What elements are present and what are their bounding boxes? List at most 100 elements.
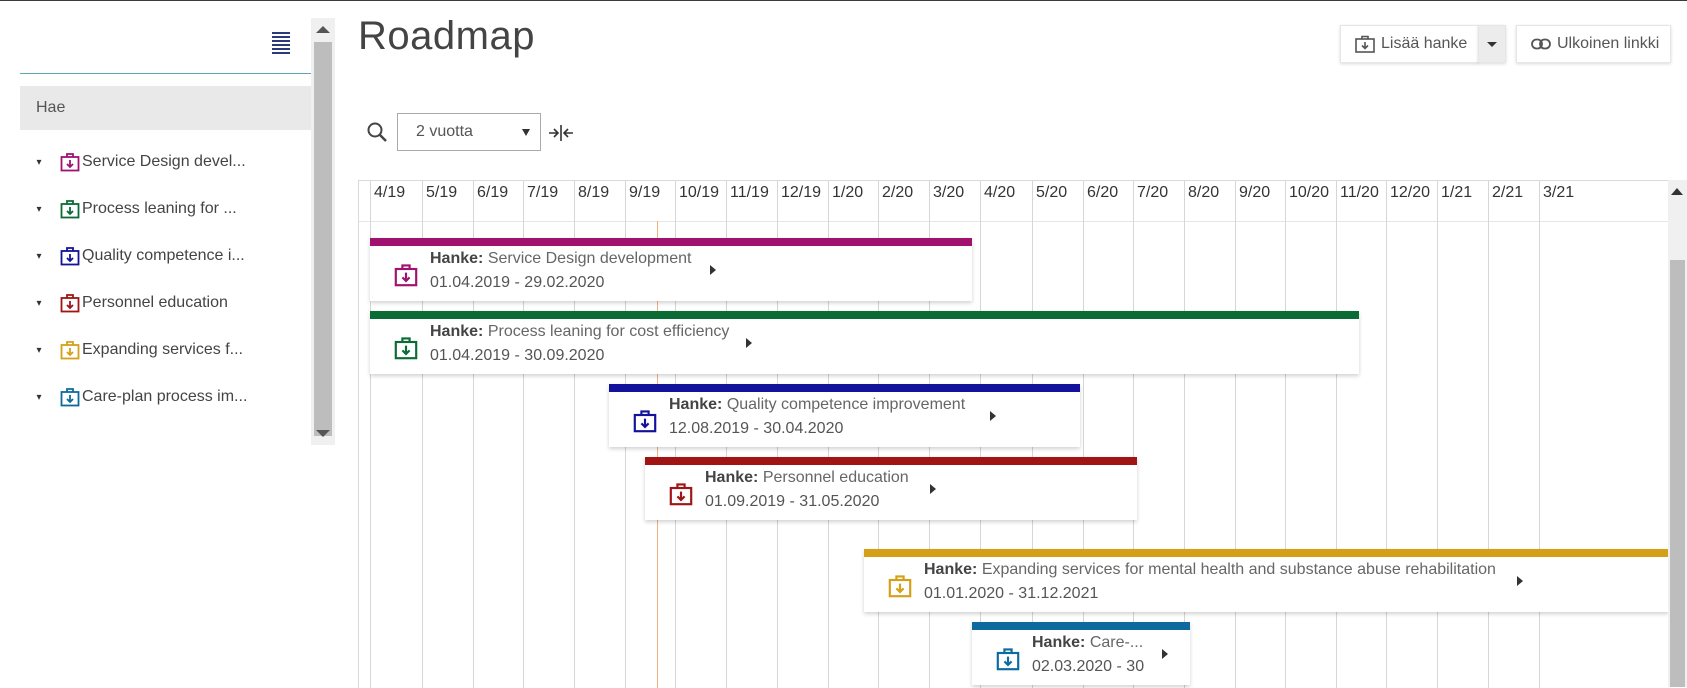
project-briefcase-icon	[996, 648, 1020, 671]
project-prefix: Hanke:	[705, 469, 759, 486]
tree-item-label: Quality competence i...	[82, 247, 245, 264]
project-prefix: Hanke:	[430, 323, 484, 340]
project-card-text: Hanke: Service Design development 01.04.2…	[430, 247, 962, 295]
month-gridline	[1488, 181, 1489, 688]
project-card[interactable]: Hanke: Care-... 02.03.2020 - 30	[972, 622, 1190, 685]
search-input[interactable]	[20, 86, 311, 130]
today-marker	[657, 221, 658, 688]
dropdown-arrow-icon	[522, 129, 530, 136]
scrollbar-thumb[interactable]	[1670, 260, 1685, 687]
month-gridline	[1083, 181, 1084, 688]
scroll-down-arrow-icon[interactable]	[316, 430, 330, 437]
month-gridline	[1184, 181, 1185, 688]
tree-item-label: Care-plan process im...	[82, 388, 248, 405]
fit-to-screen-icon[interactable]	[548, 124, 574, 142]
link-icon	[1531, 38, 1551, 50]
tree-item-label: Service Design devel...	[82, 153, 246, 170]
external-link-button[interactable]: Ulkoinen linkki	[1516, 25, 1671, 63]
project-card[interactable]: Hanke: Process leaning for cost efficien…	[370, 311, 1359, 374]
tree-item[interactable]: ▾ Process leaning for ...	[28, 195, 308, 223]
timeline-header	[359, 181, 1669, 222]
briefcase-download-icon	[1355, 35, 1375, 53]
project-briefcase-icon	[60, 247, 80, 266]
expand-caret-icon[interactable]: ▾	[36, 250, 42, 262]
time-range-select[interactable]: 2 vuotta	[397, 113, 541, 151]
expand-arrow-icon[interactable]	[930, 484, 936, 494]
month-label: 6/19	[477, 184, 509, 201]
tree-item[interactable]: ▾ Expanding services f...	[28, 336, 308, 364]
project-name: Service Design development	[487, 250, 692, 267]
project-briefcase-icon	[60, 388, 80, 407]
month-label: 5/19	[426, 184, 458, 201]
add-project-button[interactable]: Lisää hanke	[1340, 25, 1479, 63]
project-briefcase-icon	[60, 341, 80, 360]
expand-caret-icon[interactable]: ▾	[36, 297, 42, 309]
project-card[interactable]: Hanke: Quality competence improvement 12.…	[609, 384, 1080, 447]
month-label: 4/19	[374, 184, 406, 201]
tree-item[interactable]: ▾ Service Design devel...	[28, 148, 308, 176]
scroll-up-arrow-icon[interactable]	[1671, 188, 1683, 195]
tree-item-label: Personnel education	[82, 294, 228, 311]
search-icon[interactable]	[366, 121, 388, 143]
add-project-dropdown-button[interactable]	[1478, 25, 1506, 63]
project-dates: 12.08.2019 - 30.04.2020	[669, 420, 844, 437]
roadmap-timeline: 4/19 5/19 6/19 7/19 8/19 9/19 10/19 11/19 12/19 1…	[358, 180, 1669, 688]
project-name: Personnel education	[762, 469, 909, 486]
project-color-bar	[864, 549, 1669, 557]
scrollbar-thumb[interactable]	[314, 42, 332, 436]
project-dates: 01.04.2019 - 30.09.2020	[430, 347, 605, 364]
expand-caret-icon[interactable]: ▾	[36, 203, 42, 215]
month-label: 6/20	[1087, 184, 1119, 201]
expand-arrow-icon[interactable]	[990, 411, 996, 421]
project-color-bar	[609, 384, 1080, 392]
tree-item[interactable]: ▾ Quality competence i...	[28, 242, 308, 270]
sidebar-divider	[20, 73, 311, 74]
month-gridline	[1336, 181, 1337, 688]
sidebar-scrollbar[interactable]	[311, 18, 335, 445]
month-label: 3/20	[933, 184, 965, 201]
chevron-down-icon	[1487, 41, 1497, 47]
project-color-bar	[370, 311, 1359, 319]
month-gridline	[1386, 181, 1387, 688]
expand-caret-icon[interactable]: ▾	[36, 156, 42, 168]
timeline-scrollbar[interactable]	[1668, 180, 1687, 687]
project-dates: 01.01.2020 - 31.12.2021	[924, 585, 1099, 602]
month-gridline	[1437, 181, 1438, 688]
project-card[interactable]: Hanke: Service Design development 01.04.2…	[370, 238, 972, 301]
expand-caret-icon[interactable]: ▾	[36, 344, 42, 356]
expand-caret-icon[interactable]: ▾	[36, 391, 42, 403]
expand-arrow-icon[interactable]	[1162, 649, 1168, 659]
tree-item[interactable]: ▾ Care-plan process im...	[28, 383, 308, 411]
tree-item-label: Expanding services f...	[82, 341, 243, 358]
project-dates: 01.04.2019 - 29.02.2020	[430, 274, 605, 291]
add-project-label: Lisää hanke	[1381, 35, 1468, 52]
project-card-text: Hanke: Care-... 02.03.2020 - 30	[1032, 631, 1180, 679]
month-label: 9/20	[1239, 184, 1271, 201]
expand-arrow-icon[interactable]	[1517, 576, 1523, 586]
list-view-icon[interactable]	[272, 32, 294, 54]
month-gridline	[473, 181, 474, 688]
project-name: Quality competence improvement	[726, 396, 966, 413]
tree-item-label: Process leaning for ...	[82, 200, 237, 217]
project-color-bar	[645, 457, 1137, 465]
month-gridline	[1133, 181, 1134, 688]
project-briefcase-icon	[888, 575, 912, 598]
month-gridline	[1539, 181, 1540, 688]
expand-arrow-icon[interactable]	[710, 265, 716, 275]
tree-item[interactable]: ▾ Personnel education	[28, 289, 308, 317]
scroll-up-arrow-icon[interactable]	[316, 26, 330, 33]
project-card[interactable]: Hanke: Expanding services for mental hea…	[864, 549, 1669, 612]
project-name: Process leaning for cost efficiency	[487, 323, 730, 340]
month-label: 10/19	[679, 184, 720, 201]
expand-arrow-icon[interactable]	[746, 338, 752, 348]
month-label: 4/20	[984, 184, 1016, 201]
project-card-text: Hanke: Quality competence improvement 12.…	[669, 393, 1070, 441]
month-label: 11/19	[730, 184, 769, 201]
project-prefix: Hanke:	[430, 250, 484, 267]
project-card[interactable]: Hanke: Personnel education 01.09.2019 - 3…	[645, 457, 1137, 520]
project-card-text: Hanke: Expanding services for mental hea…	[924, 558, 1659, 606]
month-label: 2/21	[1492, 184, 1524, 201]
project-prefix: Hanke:	[924, 561, 978, 578]
window-top-border	[0, 0, 1687, 1]
project-color-bar	[370, 238, 972, 246]
